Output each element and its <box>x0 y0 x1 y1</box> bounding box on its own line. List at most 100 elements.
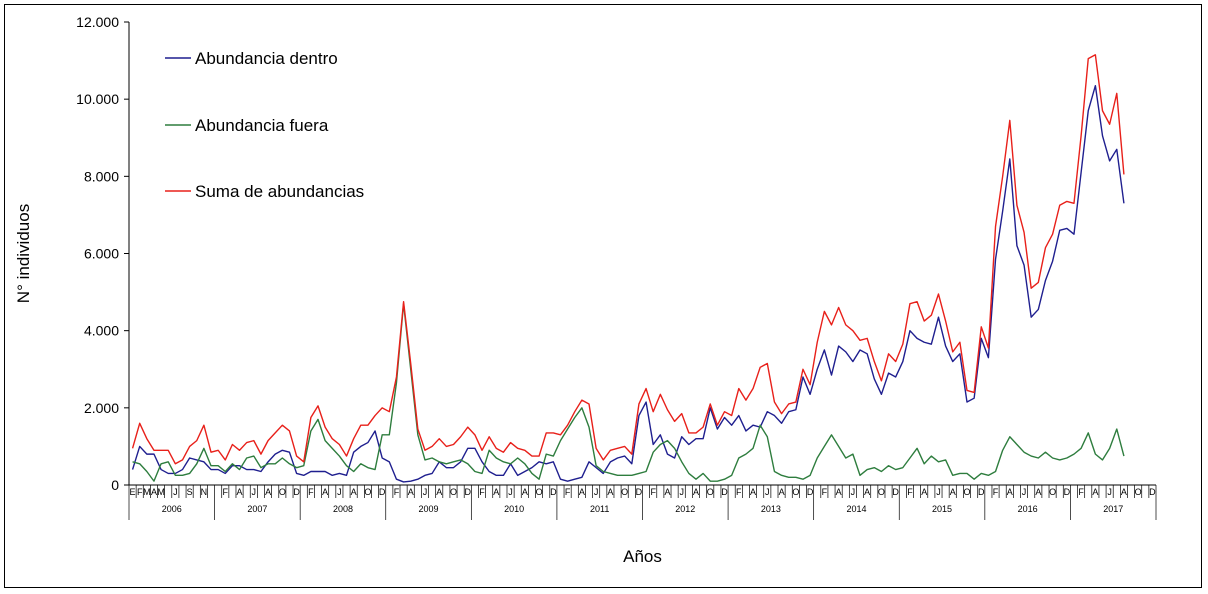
x-month-label: A <box>1007 487 1013 497</box>
x-month-label: J <box>594 487 599 497</box>
x-month-label: J <box>173 487 178 497</box>
x-month-label: O <box>621 487 628 497</box>
x-year-label: 2014 <box>846 504 866 514</box>
x-month-label: A <box>322 487 328 497</box>
series-line-abundancia-dentro <box>131 84 1125 483</box>
x-month-label: J <box>851 487 856 497</box>
x-month-label: F <box>223 487 229 497</box>
x-month-label: O <box>279 487 286 497</box>
x-month-label: A <box>1035 487 1041 497</box>
x-month-label: A <box>522 487 528 497</box>
x-month-label: O <box>364 487 371 497</box>
legend-label: Suma de abundancias <box>195 182 364 201</box>
x-month-label: D <box>721 487 728 497</box>
x-axis-title: Años <box>623 547 662 566</box>
series-line-suma-de-abundancias <box>131 54 1125 465</box>
x-month-label: F <box>394 487 400 497</box>
x-month-label: A <box>921 487 927 497</box>
series-line-abundancia-fuera <box>132 302 1125 482</box>
x-month-label: N <box>201 487 208 497</box>
y-tick-label: 12.000 <box>76 14 119 30</box>
y-tick-label: 10.000 <box>76 91 119 107</box>
x-month-label: O <box>536 487 543 497</box>
x-month-label: E <box>130 487 136 497</box>
x-month-label: A <box>436 487 442 497</box>
x-month-label: D <box>807 487 814 497</box>
x-month-label: F <box>308 487 314 497</box>
y-tick-label: 2.000 <box>84 400 119 416</box>
x-month-label: O <box>963 487 970 497</box>
x-month-label: J <box>252 487 257 497</box>
x-month-label: D <box>293 487 300 497</box>
x-month-label: J <box>679 487 684 497</box>
legend: Abundancia dentro Abundancia fuera Suma de… <box>165 49 364 201</box>
x-year-label: 2010 <box>504 504 524 514</box>
x-month-label: A <box>408 487 414 497</box>
x-month-label: A <box>579 487 585 497</box>
x-month-label: D <box>978 487 985 497</box>
x-month-label: F <box>907 487 913 497</box>
x-month-label: J <box>765 487 770 497</box>
x-month-label: F <box>479 487 485 497</box>
x-month-label: D <box>1064 487 1071 497</box>
x-month-label: J <box>508 487 513 497</box>
x-month-label: A <box>607 487 613 497</box>
x-month-label: D <box>892 487 899 497</box>
x-month-label: S <box>187 487 193 497</box>
x-month-label: A <box>750 487 756 497</box>
y-tick-label: 0 <box>111 477 119 493</box>
x-year-label: 2012 <box>675 504 695 514</box>
x-month-label: F <box>565 487 571 497</box>
x-year-label: 2016 <box>1018 504 1038 514</box>
x-month-label: A <box>836 487 842 497</box>
x-month-label: F <box>736 487 742 497</box>
x-month-label: F <box>822 487 828 497</box>
x-month-label: D <box>636 487 643 497</box>
x-year-label: 2015 <box>932 504 952 514</box>
x-month-label: F <box>1078 487 1084 497</box>
x-month-label: F <box>993 487 999 497</box>
x-month-label: A <box>1092 487 1098 497</box>
x-month-label: M <box>143 487 151 497</box>
series-layer <box>131 54 1125 483</box>
x-month-label: O <box>1049 487 1056 497</box>
x-month-label: A <box>693 487 699 497</box>
x-year-label: 2011 <box>590 504 609 514</box>
x-month-label: A <box>1121 487 1127 497</box>
y-tick-label: 4.000 <box>84 323 119 339</box>
x-month-label: F <box>137 487 143 497</box>
x-month-label: A <box>351 487 357 497</box>
x-year-label: 2008 <box>333 504 353 514</box>
y-tick-label: 8.000 <box>84 168 119 184</box>
x-month-label: D <box>379 487 386 497</box>
y-axis: 0 2.000 4.000 6.000 8.000 10.000 12.000 <box>76 14 130 493</box>
x-month-label: A <box>779 487 785 497</box>
x-month-label: A <box>493 487 499 497</box>
x-month-label: J <box>1022 487 1027 497</box>
x-month-label: A <box>151 487 157 497</box>
x-month-label: D <box>465 487 472 497</box>
x-month-label: O <box>707 487 714 497</box>
x-month-label: O <box>878 487 885 497</box>
x-month-label: A <box>664 487 670 497</box>
y-axis-title: N° individuos <box>14 204 33 303</box>
x-month-label: J <box>337 487 342 497</box>
x-month-label: A <box>237 487 243 497</box>
x-month-label: D <box>550 487 557 497</box>
x-month-label: A <box>950 487 956 497</box>
x-month-label: F <box>650 487 656 497</box>
x-month-label: O <box>1135 487 1142 497</box>
x-month-label: O <box>792 487 799 497</box>
x-year-label: 2006 <box>162 504 182 514</box>
x-year-label: 2009 <box>419 504 439 514</box>
x-year-label: 2007 <box>247 504 267 514</box>
x-month-label: O <box>450 487 457 497</box>
x-month-label: J <box>936 487 941 497</box>
x-month-label: D <box>1149 487 1156 497</box>
legend-label: Abundancia dentro <box>195 49 338 68</box>
x-month-label: J <box>1107 487 1112 497</box>
x-month-label: J <box>423 487 428 497</box>
